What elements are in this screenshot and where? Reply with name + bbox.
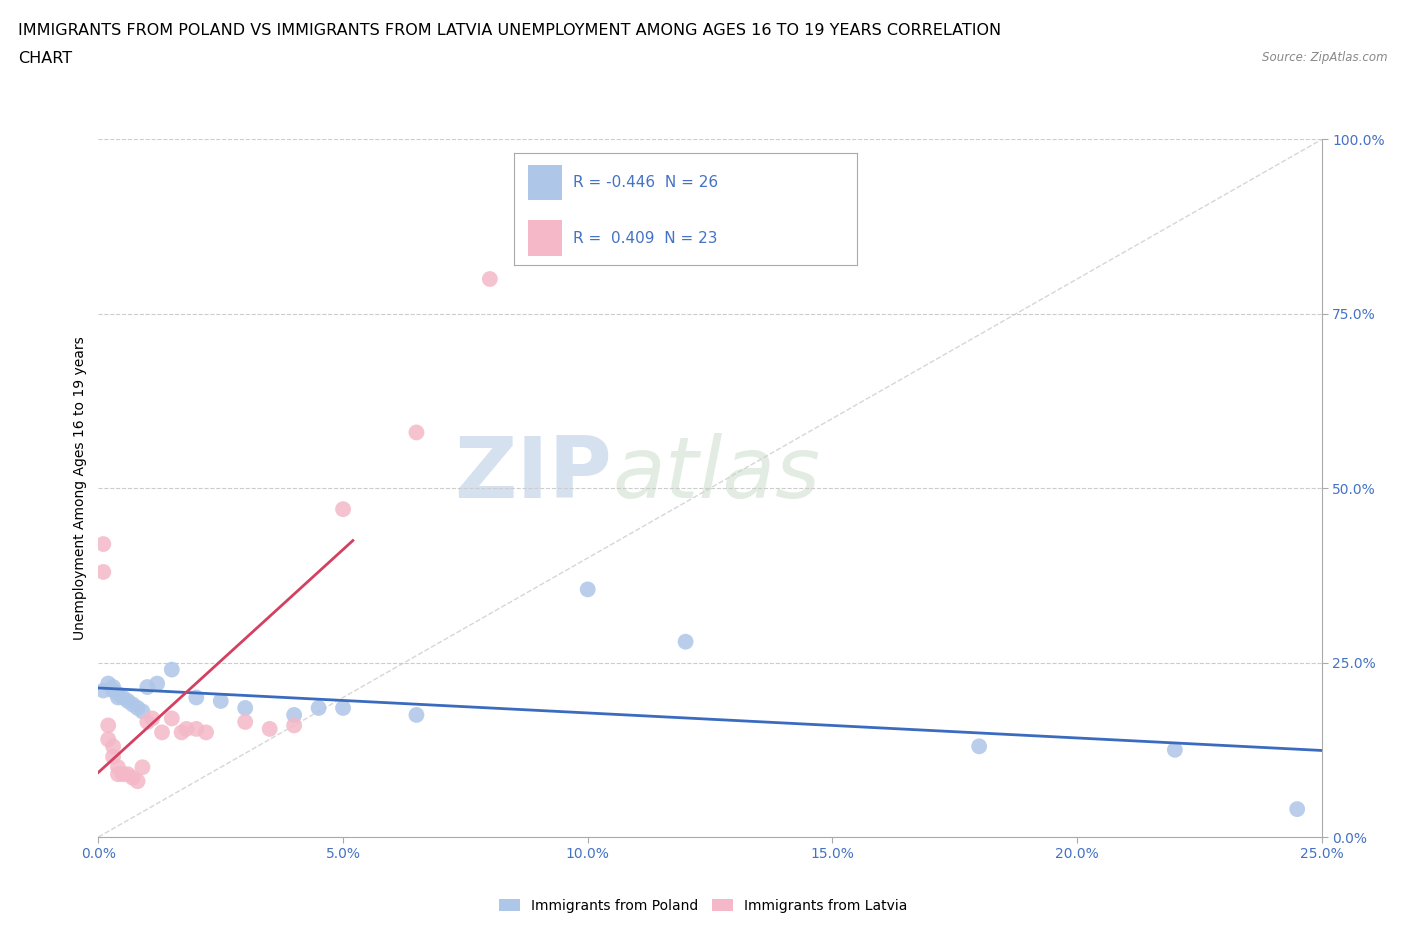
Point [160, 662, 183, 677]
Point [121, 770, 143, 785]
Legend: Immigrants from Poland, Immigrants from Latvia: Immigrants from Poland, Immigrants from … [494, 894, 912, 919]
Point [91, 537, 114, 551]
Point [127, 700, 149, 715]
Point [107, 690, 129, 705]
Point [117, 766, 139, 781]
Point [107, 686, 129, 701]
Text: atlas: atlas [612, 432, 820, 516]
Point [97, 718, 120, 733]
Point [1286, 802, 1309, 817]
Point [141, 711, 163, 725]
Point [136, 714, 159, 729]
Point [283, 718, 305, 733]
Point [186, 690, 208, 705]
Point [308, 700, 330, 715]
Point [233, 700, 256, 715]
Point [136, 680, 159, 695]
Point [209, 694, 232, 709]
Point [576, 582, 599, 597]
Point [1164, 742, 1187, 757]
Point [111, 690, 134, 705]
Point [101, 750, 124, 764]
Point [91, 683, 114, 698]
Point [127, 774, 149, 789]
Point [107, 766, 129, 781]
Point [160, 711, 183, 725]
Point [150, 725, 173, 740]
Point [478, 272, 501, 286]
Point [97, 732, 120, 747]
Point [101, 738, 124, 753]
Point [967, 738, 990, 753]
Point [195, 725, 218, 740]
Point [117, 694, 139, 709]
Y-axis label: Unemployment Among Ages 16 to 19 years: Unemployment Among Ages 16 to 19 years [73, 337, 87, 640]
Point [675, 634, 697, 649]
Point [233, 714, 256, 729]
Point [170, 725, 193, 740]
Point [91, 565, 114, 579]
Point [131, 760, 153, 775]
Point [405, 425, 427, 440]
Point [121, 698, 143, 712]
Point [186, 722, 208, 737]
Point [146, 676, 169, 691]
Text: Source: ZipAtlas.com: Source: ZipAtlas.com [1263, 51, 1388, 64]
Point [101, 680, 124, 695]
Point [259, 722, 281, 737]
Point [131, 704, 153, 719]
Point [111, 766, 134, 781]
Text: CHART: CHART [18, 51, 72, 66]
Text: IMMIGRANTS FROM POLAND VS IMMIGRANTS FROM LATVIA UNEMPLOYMENT AMONG AGES 16 TO 1: IMMIGRANTS FROM POLAND VS IMMIGRANTS FRO… [18, 23, 1001, 38]
Point [176, 722, 198, 737]
Point [332, 700, 354, 715]
Point [101, 683, 124, 698]
Point [283, 708, 305, 723]
Text: ZIP: ZIP [454, 432, 612, 516]
Point [107, 760, 129, 775]
Point [405, 708, 427, 723]
Point [332, 502, 354, 517]
Point [97, 676, 120, 691]
